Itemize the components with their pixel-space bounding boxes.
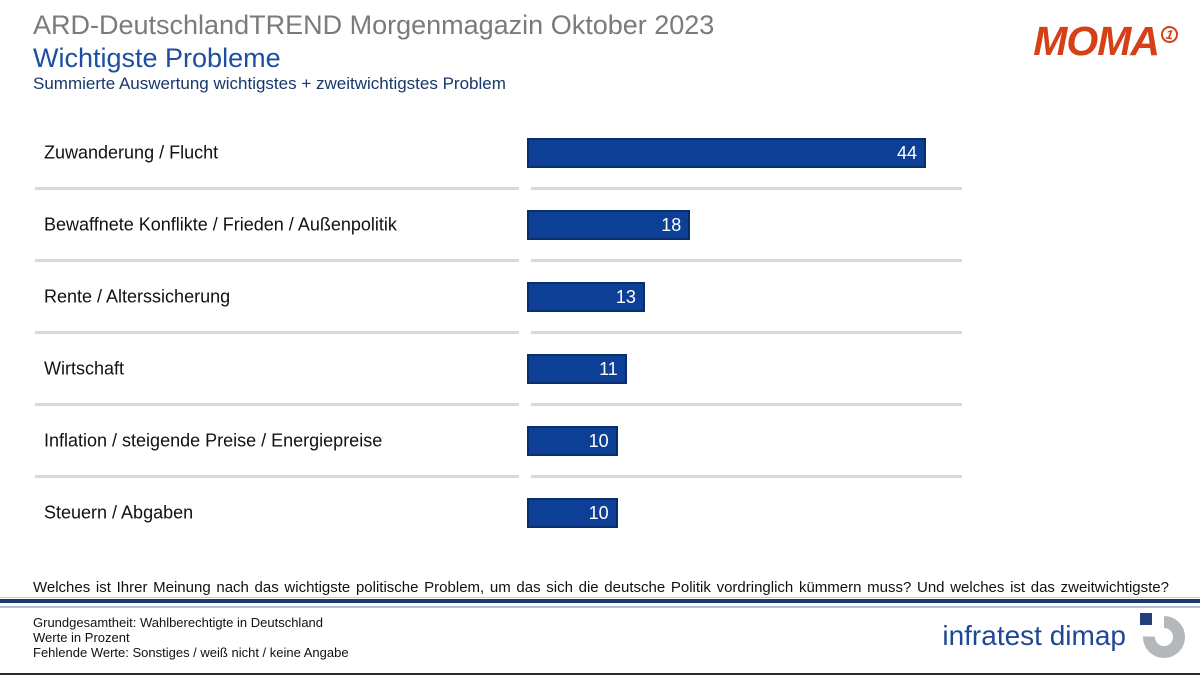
category-label: Zuwanderung / Flucht	[44, 142, 219, 163]
chart-row: Zuwanderung / Flucht 44	[0, 117, 1200, 189]
infratest-dimap-wordmark: infratest dimap	[942, 619, 1126, 651]
chart-row: Steuern / Abgaben 10	[0, 477, 1200, 549]
infratest-dimap-mark-icon	[1140, 613, 1185, 658]
category-label: Inflation / steigende Preise / Energiepr…	[44, 430, 383, 451]
chart-row: Bewaffnete Konflikte / Frieden / Außenpo…	[0, 189, 1200, 261]
rule-navy	[0, 599, 1200, 603]
infratest-dimap-logo: infratest dimap	[942, 612, 1186, 659]
bar: 18	[527, 210, 691, 240]
bar: 10	[527, 498, 618, 528]
footnotes: Grundgesamtheit: Wahlberechtigte in Deut…	[33, 615, 349, 660]
chart-row: Rente / Alterssicherung 13	[0, 261, 1200, 333]
row-divider	[0, 331, 1200, 334]
category-label: Steuern / Abgaben	[44, 502, 194, 523]
footnote-line: Werte in Prozent	[33, 630, 130, 645]
bar: 13	[527, 282, 645, 312]
moma-wordmark: MOMA	[1033, 18, 1160, 64]
ard-one-icon: 1	[1159, 24, 1180, 45]
footnote-line: Grundgesamtheit: Wahlberechtigte in Deut…	[33, 615, 324, 630]
bar: 11	[527, 354, 627, 384]
category-label: Rente / Alterssicherung	[44, 286, 231, 307]
report-kicker: ARD-DeutschlandTREND Morgenmagazin Oktob…	[33, 10, 715, 40]
row-divider	[0, 403, 1200, 406]
bar-value: 10	[588, 502, 609, 523]
bar-value: 11	[599, 358, 618, 379]
page-subtitle: Summierte Auswertung wichtigstes + zweit…	[33, 74, 506, 93]
bar-value: 13	[615, 286, 636, 307]
row-divider	[0, 187, 1200, 190]
bar-value: 18	[661, 214, 682, 235]
row-divider	[0, 259, 1200, 262]
page-title: Wichtigste Probleme	[33, 43, 281, 73]
bar: 44	[527, 138, 926, 168]
rule-thin	[0, 597, 1200, 598]
row-divider	[0, 475, 1200, 478]
bar-value: 10	[588, 430, 609, 451]
chart-row: Wirtschaft 11	[0, 333, 1200, 405]
moma-logo: MOMA 1	[1033, 18, 1180, 65]
bar-value: 44	[896, 142, 917, 163]
category-label: Wirtschaft	[44, 358, 125, 379]
chart-row: Inflation / steigende Preise / Energiepr…	[0, 405, 1200, 477]
rule-thin	[0, 606, 1200, 608]
bottom-border	[0, 673, 1200, 675]
footnote-line: Fehlende Werte: Sonstiges / weiß nicht /…	[33, 645, 349, 660]
bar: 10	[527, 426, 618, 456]
bar-chart: Zuwanderung / Flucht 44 Bewaffnete Konfl…	[0, 117, 1200, 549]
category-label: Bewaffnete Konflikte / Frieden / Außenpo…	[44, 214, 397, 235]
survey-question: Welches ist Ihrer Meinung nach das wicht…	[33, 579, 1169, 596]
